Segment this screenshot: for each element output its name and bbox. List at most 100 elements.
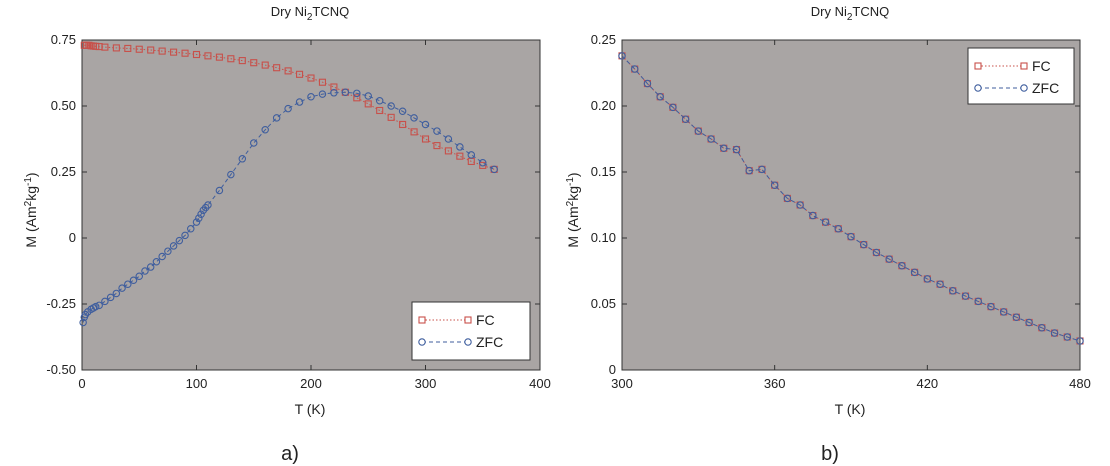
legend-marker: [464, 338, 472, 346]
data-point: [732, 145, 741, 154]
data-point: [410, 128, 418, 136]
series-line: [84, 44, 495, 170]
data-point: [364, 92, 372, 100]
x-tick-label: 300: [611, 376, 633, 391]
series-zfc: [618, 52, 1084, 345]
data-point: [318, 78, 327, 86]
data-point: [164, 247, 172, 255]
data-point: [195, 214, 203, 222]
data-point: [694, 127, 703, 135]
legend-box: [411, 301, 531, 361]
data-point: [192, 218, 201, 226]
data-point: [399, 120, 407, 129]
x-tick-label: 200: [300, 376, 322, 391]
legend-label: ZFC: [476, 334, 503, 350]
y-tick-label: 0: [69, 230, 76, 245]
x-tick-label: 480: [1069, 376, 1091, 391]
data-point: [146, 263, 155, 271]
data-point: [170, 48, 178, 56]
data-point: [341, 88, 350, 97]
data-point: [898, 261, 906, 270]
legend-marker: [418, 338, 426, 346]
data-point: [707, 135, 715, 143]
data-point: [129, 276, 138, 284]
data-point: [643, 79, 652, 88]
data-point: [307, 93, 315, 101]
data-point: [112, 44, 120, 52]
data-point: [910, 268, 919, 277]
data-point: [847, 232, 855, 241]
data-point: [175, 236, 184, 245]
x-axis-title-b: T (K): [835, 401, 866, 417]
legend-marker: [464, 316, 472, 324]
data-point: [215, 53, 223, 61]
data-point: [456, 143, 464, 151]
y-tick-label: -0.50: [46, 362, 76, 377]
legend-marker: [418, 316, 426, 324]
data-point: [974, 297, 982, 306]
data-point: [353, 89, 361, 98]
y-tick-label: 0.25: [591, 32, 616, 47]
data-point: [204, 52, 212, 60]
data-point: [192, 50, 201, 59]
data-point: [479, 161, 487, 169]
panel-label-a: a): [281, 443, 299, 465]
legend: FC ZFC: [411, 301, 531, 361]
legend-marker: [974, 84, 982, 92]
legend-box: [967, 47, 1075, 105]
data-point: [478, 159, 487, 167]
y-tick-label: 0.10: [591, 230, 616, 245]
chart-title-b: Dry Ni2TCNQ: [811, 4, 890, 23]
y-tick-label: -0.25: [46, 296, 76, 311]
data-point: [433, 127, 441, 135]
data-point: [124, 280, 132, 288]
legend-label: FC: [1032, 58, 1051, 74]
data-point: [387, 113, 395, 121]
legend-marker: [1020, 62, 1028, 70]
x-tick-label: 0: [78, 376, 85, 391]
data-point: [821, 218, 830, 226]
data-point: [859, 240, 868, 249]
data-point: [95, 301, 103, 310]
legend-label: FC: [476, 312, 495, 328]
data-point: [936, 280, 944, 288]
data-point: [681, 115, 690, 123]
y-tick-label: 0.05: [591, 296, 616, 311]
data-point: [141, 267, 149, 275]
data-point: [456, 152, 464, 160]
data-point: [745, 166, 753, 175]
data-point: [158, 47, 166, 55]
y-tick-label: 0.75: [51, 32, 76, 47]
y-tick-label: 0.20: [591, 98, 616, 113]
panel-label-b: b): [821, 443, 839, 465]
data-point: [999, 308, 1008, 316]
data-point: [949, 287, 957, 295]
data-point: [295, 70, 304, 78]
data-point: [91, 302, 100, 311]
data-point: [272, 114, 281, 122]
data-point: [885, 255, 893, 263]
data-point: [79, 318, 87, 327]
x-tick-label: 420: [916, 376, 938, 391]
data-point: [181, 49, 189, 57]
data-point: [923, 275, 932, 283]
data-point: [284, 67, 292, 75]
data-point: [187, 225, 195, 233]
y-axis-title-b: M (Am2kg-1): [565, 172, 581, 247]
data-point: [181, 231, 189, 240]
data-point: [490, 165, 498, 174]
data-point: [758, 165, 766, 174]
data-point: [364, 100, 372, 108]
data-point: [295, 98, 304, 106]
y-axis-title-a: M (Am2kg-1): [23, 172, 39, 247]
data-point: [656, 93, 664, 101]
legend-marker: [974, 62, 982, 70]
data-point: [169, 242, 178, 250]
series-zfc: [79, 88, 498, 327]
data-point: [444, 147, 452, 155]
series-line: [82, 91, 495, 323]
legend-marker: [1020, 84, 1028, 92]
chart-panel-a: Dry Ni2TCNQ a) T (K) M (Am2kg-1) 0 100 200…: [23, 4, 551, 465]
data-point: [307, 74, 315, 82]
